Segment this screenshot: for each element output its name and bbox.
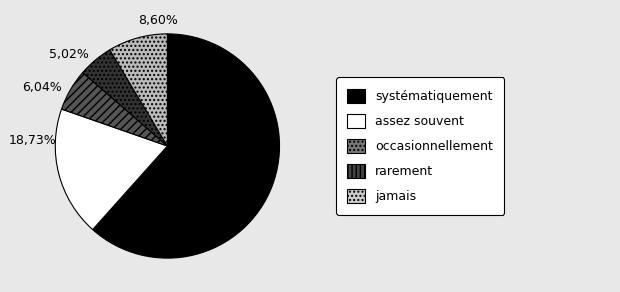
Wedge shape [82, 50, 167, 146]
Wedge shape [110, 34, 167, 146]
Wedge shape [55, 109, 167, 230]
Text: 61,62%: 61,62% [177, 162, 225, 175]
Text: 18,73%: 18,73% [9, 134, 56, 147]
Legend: systématiquement, assez souvent, occasionnellement, rarement, jamais: systématiquement, assez souvent, occasio… [336, 77, 504, 215]
Text: 6,04%: 6,04% [22, 81, 62, 94]
Wedge shape [92, 34, 280, 258]
Wedge shape [61, 72, 167, 146]
Text: 8,60%: 8,60% [138, 14, 179, 27]
Text: 5,02%: 5,02% [49, 48, 89, 60]
